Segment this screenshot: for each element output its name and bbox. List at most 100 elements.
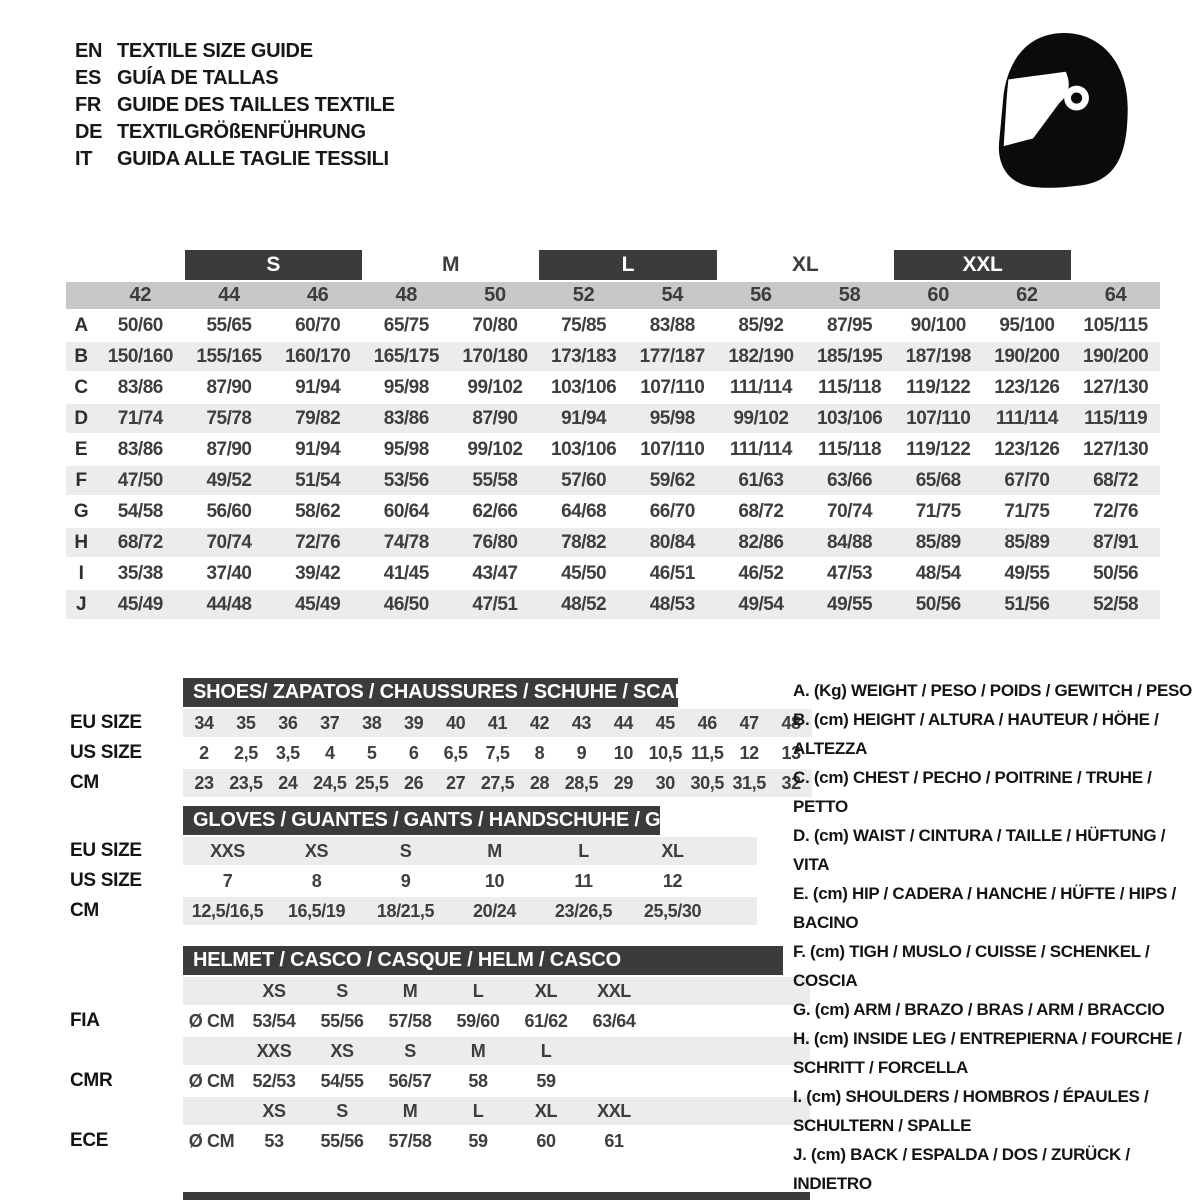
size-cell: 46/51 [627, 557, 717, 590]
shoes-cm-row: CM 23 23,5 24 24,5 25,5 26 27 27,5 28 28,5 29 30 30,… [70, 769, 812, 797]
size-cell: 111/114 [716, 433, 806, 466]
helmet-size: 58 [468, 1070, 488, 1091]
size-group-xxl: XXL [893, 250, 1072, 282]
ece-values-row: ECE Ø CM 53 55/56 57/58 59 60 61 [70, 1127, 810, 1155]
helmet-size: 55/56 [320, 1010, 364, 1031]
shoe-size: 42 [529, 712, 550, 733]
size-cell: 83/86 [96, 371, 185, 404]
table-row-g: G 54/58 56/60 58/62 60/64 62/66 64/68 66/70 68/… [66, 495, 1160, 528]
size-number: 50 [450, 281, 540, 311]
row-letter: J [66, 588, 96, 621]
row-letter: C [66, 371, 96, 404]
row-label [70, 1037, 183, 1065]
size-number: 46 [273, 281, 362, 311]
size-cell: 127/130 [1071, 371, 1160, 404]
size-group-l: L [539, 250, 717, 282]
shoe-size: 44 [613, 712, 634, 733]
size-group-row: S M L XL XXL [66, 250, 1160, 282]
size-cell: 99/102 [450, 371, 540, 404]
size-cell: 37/40 [184, 557, 274, 590]
size-cell: 59/62 [627, 464, 717, 497]
row-label: CM [70, 900, 99, 921]
helmet-size: 59 [536, 1070, 556, 1091]
legend-item: B. (cm) HEIGHT / ALTURA / HAUTEUR / HÖHE… [793, 710, 1159, 758]
size-cell: 45/49 [96, 588, 185, 621]
helmet-size: 55/56 [320, 1130, 364, 1151]
size-cell: 47/51 [450, 588, 540, 621]
size-cell: 61/63 [716, 464, 806, 497]
shoes-eu-values: 34 35 36 37 38 39 40 41 42 43 44 45 46 47 48 [183, 709, 812, 737]
shoe-size: 27 [445, 772, 466, 793]
size-cell: 45/50 [539, 557, 628, 590]
size-cell: 115/119 [1071, 402, 1160, 435]
shoe-size: 30 [655, 772, 676, 793]
lang-title: GUÍA DE TALLAS [117, 67, 279, 89]
size-cell: 39/42 [273, 557, 362, 590]
size-cell: 82/86 [716, 526, 806, 559]
glove-size: M [487, 840, 502, 861]
size-cell: 87/90 [450, 402, 540, 435]
shoe-size: 3,5 [275, 742, 300, 763]
standard-label: ECE [70, 1130, 109, 1151]
shoe-size: 27,5 [480, 772, 515, 793]
lang-code: DE [75, 121, 103, 143]
size-cell: 68/72 [716, 495, 806, 528]
helmet-size: 56/57 [388, 1070, 432, 1091]
size-cell: 51/54 [273, 464, 362, 497]
shoe-size: 24 [278, 772, 298, 793]
size-number: 54 [627, 281, 717, 311]
size-cell: 107/110 [627, 371, 717, 404]
shoe-size: 47 [739, 712, 760, 733]
size-cell: 99/102 [716, 402, 806, 435]
helmet-size: M [402, 1100, 418, 1121]
row-label: US SIZE [70, 870, 142, 891]
glove-size: 25,5/30 [643, 900, 702, 921]
shoe-size: 26 [404, 772, 424, 793]
size-number: 44 [184, 281, 274, 311]
glove-size: 10 [484, 870, 505, 891]
helmet-size: XXL [597, 1100, 631, 1121]
size-cell: 50/56 [893, 588, 983, 621]
numeric-size-row: 42 44 46 48 50 52 54 56 58 60 62 64 [66, 281, 1160, 311]
lang-code: IT [75, 148, 93, 170]
size-cell: 62/66 [450, 495, 540, 528]
size-cell: 119/122 [893, 433, 983, 466]
glove-size: 11 [574, 870, 593, 891]
size-cell: 74/78 [361, 526, 451, 559]
lang-title: TEXTILE SIZE GUIDE [117, 40, 313, 62]
row-label: EU SIZE [70, 712, 142, 733]
diameter-unit: Ø CM [188, 1010, 235, 1031]
size-cell: 65/68 [893, 464, 983, 497]
gloves-eu-values: XXS XS S M L XL [183, 837, 757, 865]
shoe-size: 28,5 [564, 772, 599, 793]
ece-values: Ø CM 53 55/56 57/58 59 60 61 [183, 1127, 810, 1155]
shoe-size: 45 [655, 712, 676, 733]
size-cell: 105/115 [1071, 309, 1160, 342]
size-cell: 80/84 [627, 526, 717, 559]
measurement-legend: A. (Kg) WEIGHT / PESO / POIDS / GEWITCH … [793, 676, 1197, 1198]
standard-label: CMR [70, 1070, 113, 1091]
spacer [66, 250, 185, 282]
lang-code: ES [75, 67, 102, 89]
row-letter: F [66, 464, 96, 497]
size-cell: 182/190 [716, 340, 806, 373]
table-row-b: B 150/160 155/165 160/170 165/175 170/180 173… [66, 340, 1160, 373]
glove-size: XXS [210, 840, 245, 861]
glove-size: S [399, 840, 412, 861]
size-cell: 95/98 [361, 371, 451, 404]
size-cell: 111/114 [716, 371, 806, 404]
shoe-size: 5 [366, 742, 377, 763]
helmet-size: 61 [604, 1130, 624, 1151]
size-cell: 115/118 [805, 433, 894, 466]
lang-title: GUIDA ALLE TAGLIE TESSILI [117, 148, 389, 170]
size-cell: 75/78 [184, 402, 274, 435]
row-letter: G [66, 495, 96, 528]
helmet-size: S [336, 980, 348, 1001]
size-cell: 185/195 [805, 340, 894, 373]
shoe-size: 30,5 [690, 772, 725, 793]
size-cell: 91/94 [539, 402, 628, 435]
size-cell: 160/170 [273, 340, 362, 373]
lang-row-en: EN TEXTILE SIZE GUIDE [75, 38, 395, 65]
shoes-eu-row: EU SIZE 34 35 36 37 38 39 40 41 42 43 44 45 46 47 48 [70, 709, 812, 737]
shoe-size: 28 [529, 772, 550, 793]
